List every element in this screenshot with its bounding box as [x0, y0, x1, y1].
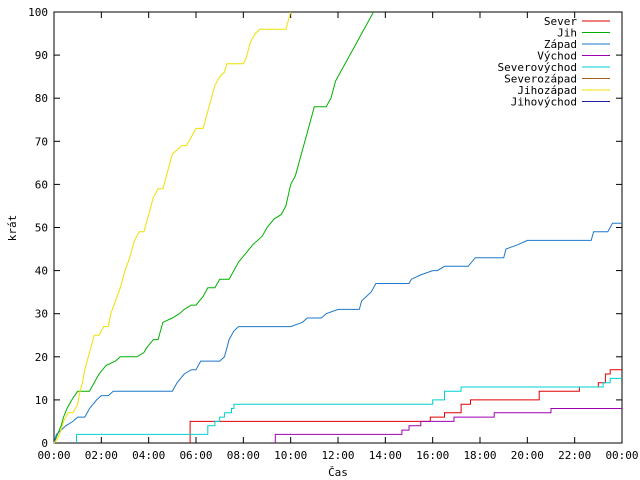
x-tick-label: 02:00: [85, 449, 118, 462]
x-tick-label: 08:00: [227, 449, 260, 462]
legend-label: Jihozápad: [517, 84, 577, 97]
x-tick-label: 00:00: [605, 449, 638, 462]
y-tick-label: 0: [41, 437, 48, 450]
legend-label: Severozápad: [504, 73, 577, 86]
series-line-východ: [274, 408, 622, 443]
x-tick-label: 14:00: [369, 449, 402, 462]
x-tick-label: 06:00: [179, 449, 212, 462]
x-axis-ticks: 00:00 02:00 04:00 06:00 08:00 10:00 12:00 14:00…: [37, 12, 639, 462]
y-tick-label: 60: [35, 178, 48, 191]
series-line-jihozápad: [53, 11, 292, 444]
y-tick-label: 30: [35, 308, 48, 321]
y-tick-label: 50: [35, 222, 48, 235]
series-line-severovýchod: [76, 377, 622, 443]
legend-label: Jihovýchod: [511, 96, 577, 109]
y-tick-label: 80: [35, 92, 48, 105]
x-tick-label: 10:00: [274, 449, 307, 462]
y-tick-label: 70: [35, 135, 48, 148]
y-tick-label: 40: [35, 265, 48, 278]
x-tick-label: 00:00: [37, 449, 70, 462]
x-axis-title: Čas: [328, 466, 348, 479]
x-tick-label: 12:00: [321, 449, 354, 462]
y-tick-label: 100: [28, 6, 48, 19]
legend: SeverJihZápadVýchodSeverovýchodSeverozáp…: [498, 15, 610, 109]
y-axis-ticks: 0 10 20 30 40 50 60 70 80 90 100: [28, 6, 622, 450]
x-tick-label: 22:00: [558, 449, 591, 462]
legend-label: Západ: [544, 38, 577, 51]
y-tick-label: 10: [35, 394, 48, 407]
y-axis-title: krát: [6, 215, 19, 242]
series-line-jih: [53, 11, 374, 444]
legend-label: Jih: [557, 27, 577, 40]
series-line-západ: [53, 222, 622, 444]
x-tick-label: 04:00: [132, 449, 165, 462]
series-lines: [53, 11, 622, 444]
legend-label: Severovýchod: [498, 61, 577, 74]
x-tick-label: 16:00: [416, 449, 449, 462]
series-line-sever: [189, 369, 622, 443]
y-tick-label: 20: [35, 351, 48, 364]
x-tick-label: 20:00: [511, 449, 544, 462]
y-tick-label: 90: [35, 49, 48, 62]
x-tick-label: 18:00: [463, 449, 496, 462]
legend-label: Východ: [537, 50, 577, 63]
legend-label: Sever: [544, 15, 577, 28]
